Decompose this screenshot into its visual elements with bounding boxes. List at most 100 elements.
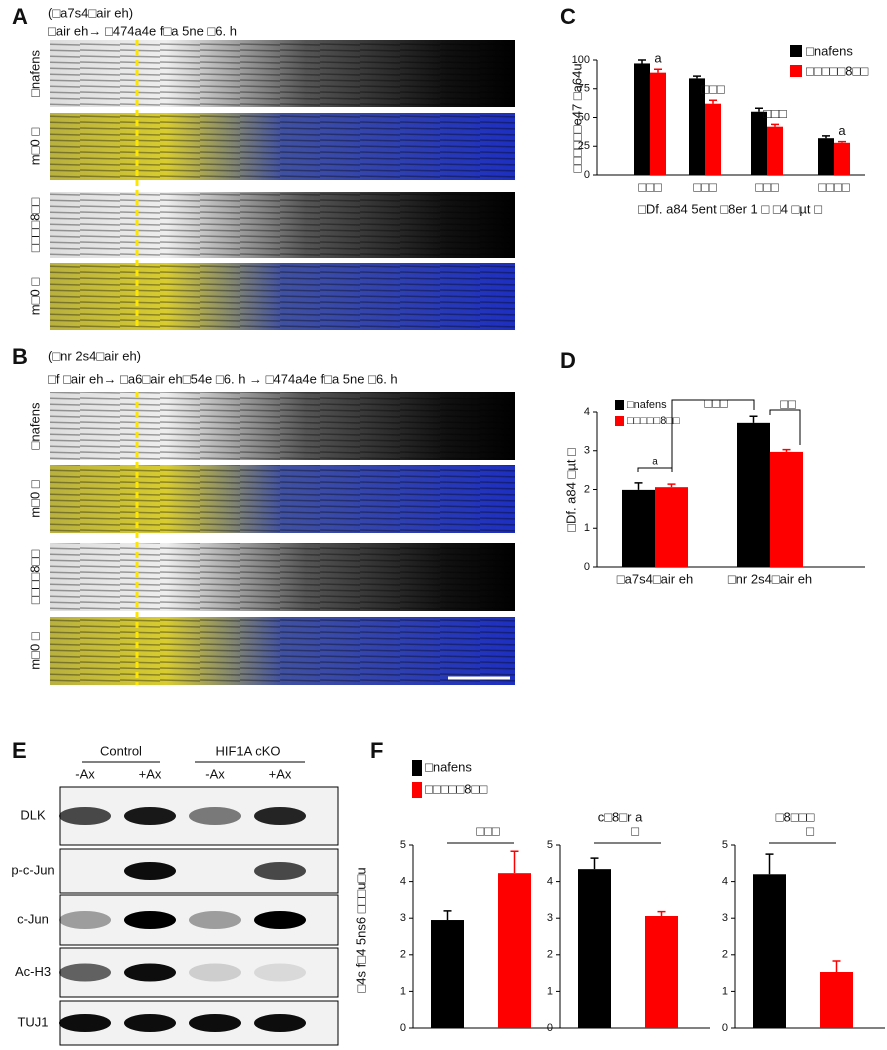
y-tick-label: 0 <box>722 1022 728 1034</box>
blot-label: TUJ1 <box>17 1014 48 1029</box>
blot-label: p-c-Jun <box>11 862 54 877</box>
y-axis-label: □4s f□4 5ns6 □□□u□u <box>353 867 368 992</box>
bar <box>431 920 464 1028</box>
error-bar <box>590 857 599 870</box>
blot-band <box>59 1014 111 1032</box>
significance: □□□ <box>704 395 728 410</box>
panel-letter: E <box>12 738 27 763</box>
bracket <box>671 399 755 468</box>
x-tick-label: □□□ <box>693 179 717 194</box>
lane-label: -Ax <box>75 766 95 781</box>
error-bar <box>755 107 763 112</box>
error-bar <box>693 75 701 79</box>
y-tick-label: 5 <box>547 839 553 851</box>
blot-band <box>189 807 241 825</box>
micrograph-texture <box>50 543 515 611</box>
bracket <box>769 409 801 445</box>
y-tick-label: 4 <box>584 406 590 418</box>
bar <box>770 451 803 567</box>
error-bar <box>838 140 846 143</box>
row-label: □□□□8□□ <box>27 198 42 252</box>
lane-label: -Ax <box>205 766 225 781</box>
blot-label: Ac-H3 <box>15 964 51 979</box>
bar <box>737 422 770 567</box>
blot-band <box>189 963 241 982</box>
bar <box>767 126 783 175</box>
legend-label: □nafens <box>806 43 853 58</box>
error-bar <box>832 960 841 973</box>
micrograph-texture <box>50 263 515 330</box>
legend-swatch <box>615 400 624 410</box>
legend-swatch <box>790 65 802 77</box>
x-tick-label: □□□ <box>638 179 662 194</box>
blot-band <box>254 1014 306 1032</box>
bar <box>578 869 611 1028</box>
blot-band <box>124 807 176 825</box>
chart-title: c□8□r a <box>598 809 643 824</box>
row-label: m□0 □ <box>27 632 42 670</box>
blot-band <box>124 1014 176 1032</box>
panel-letter: D <box>560 348 576 373</box>
bar <box>834 142 850 175</box>
micrograph-texture <box>50 617 515 685</box>
y-tick-label: 1 <box>400 985 406 997</box>
significance: □□ <box>780 396 796 411</box>
y-tick-label: 50 <box>578 111 590 123</box>
blot-band <box>254 911 306 929</box>
legend-swatch <box>790 45 802 57</box>
error-bar <box>782 448 791 452</box>
row-label: m□0 □ <box>27 480 42 518</box>
legend-swatch <box>615 416 624 426</box>
panel-subheading: □f □air eh→ □a6□air eh□54e □6. h → □474a… <box>48 371 398 386</box>
error-bar <box>667 483 676 488</box>
error-bar <box>510 850 519 874</box>
y-tick-label: 2 <box>547 949 553 961</box>
y-tick-label: 1 <box>547 985 553 997</box>
y-tick-label: 3 <box>584 445 590 457</box>
panel-letter: C <box>560 4 576 29</box>
blot-band <box>254 807 306 825</box>
y-tick-label: 4 <box>722 876 728 888</box>
significance: a <box>652 457 658 468</box>
bar <box>498 873 531 1028</box>
legend-label: □nafens <box>627 399 667 411</box>
y-tick-label: 3 <box>547 912 553 924</box>
y-tick-label: 2 <box>584 483 590 495</box>
blot-band <box>124 911 176 929</box>
bar <box>622 489 655 567</box>
y-axis-label: □Df. a84 □µt □ <box>563 448 578 532</box>
blot-band <box>59 911 111 929</box>
bar <box>820 972 853 1028</box>
x-tick-label: □□□ <box>755 179 779 194</box>
y-tick-label: 25 <box>578 140 590 152</box>
bar <box>753 874 786 1028</box>
y-tick-label: 100 <box>572 54 590 66</box>
group-label: Control <box>100 743 142 758</box>
blot-band <box>254 862 306 880</box>
panel-heading: (□a7s4□air eh) <box>48 5 133 20</box>
panel-heading: (□nr 2s4□air eh) <box>48 348 141 363</box>
y-tick-label: 0 <box>400 1022 406 1034</box>
error-bar <box>657 910 666 917</box>
error-bar <box>765 853 774 875</box>
error-bar <box>443 910 452 921</box>
blot-label: DLK <box>20 807 46 822</box>
bar <box>751 111 767 175</box>
y-tick-label: 5 <box>400 839 406 851</box>
error-bar <box>634 482 643 490</box>
y-tick-label: 5 <box>722 839 728 851</box>
row-label: □□□□8□□ <box>27 550 42 604</box>
legend-label: □□□□□8□□ <box>627 415 680 427</box>
bar <box>818 138 834 175</box>
row-label: m□0 □ <box>27 128 42 166</box>
y-tick-label: 0 <box>584 561 590 573</box>
y-tick-label: 4 <box>400 876 406 888</box>
error-bar <box>709 99 717 104</box>
micrograph-texture <box>50 465 515 533</box>
group-label: HIF1A cKO <box>215 743 280 758</box>
blot-band <box>254 963 306 982</box>
legend-label: □□□□□8□□ <box>806 63 868 78</box>
blot-band <box>59 807 111 825</box>
blot-band <box>124 862 176 880</box>
